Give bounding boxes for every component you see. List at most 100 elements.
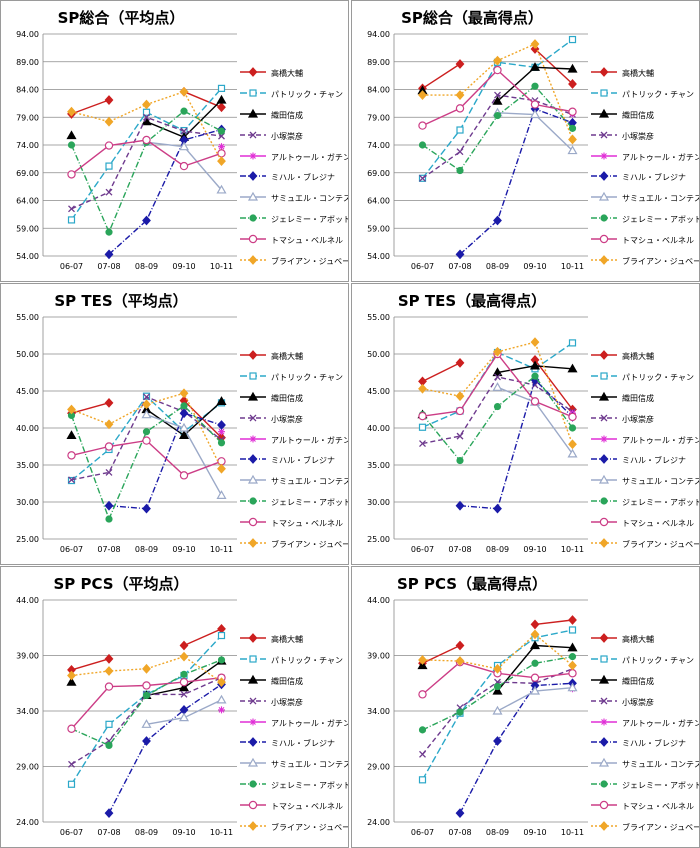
x-tick-label: 10-11 [561,828,584,837]
legend-item: 織田信成 [590,673,699,694]
series-9 [67,673,226,733]
data-point [141,409,152,419]
data-point [179,471,189,480]
legend-marker [599,821,609,831]
series-1 [418,355,577,415]
legend-marker [247,758,259,767]
legend-swatch [591,255,617,265]
legend-label: トマシュ・ベルネル [622,519,694,529]
series-10 [418,337,577,450]
legend-marker [599,538,609,548]
legend-marker [249,435,257,443]
legend-label: ミハル・ブレジナ [622,739,686,749]
data-point [493,55,502,66]
legend-swatch [591,435,617,443]
series-line [422,655,573,731]
legend: 高橋大輔パトリック・チャン織田信成小塚崇彦アルトゥール・ガチンスキーミハル・ブレ… [590,65,699,274]
legend-marker [247,674,259,684]
data-point [492,685,503,695]
data-point [568,339,577,347]
legend-label: サミュエル・コンテスティ [271,194,348,204]
legend-swatch [240,758,266,767]
legend-swatch [591,780,617,788]
series-line [183,91,222,108]
legend-item: 高橋大輔 [590,65,699,86]
series-5 [218,428,225,436]
legend-label: 織田信成 [271,110,303,120]
legend-label: 高橋大輔 [622,69,654,78]
data-point [531,659,539,667]
legend-marker [248,255,258,265]
y-tick-label: 45.00 [367,387,390,396]
series-8 [418,653,577,734]
data-point [142,503,151,514]
data-point [216,184,227,194]
x-tick-label: 07-08 [448,262,471,271]
series-9 [67,135,226,179]
legend-item: パトリック・チャン [590,369,699,390]
legend-marker [599,517,609,527]
data-point [455,391,465,402]
legend-label: ブライアン・ジュベール [622,257,699,267]
y-tick-label: 69.00 [16,169,39,178]
legend-marker [249,89,257,97]
legend-swatch [240,780,266,788]
x-tick-label: 08-09 [486,262,509,271]
data-point [530,39,540,49]
legend-item: 高橋大輔 [590,348,699,369]
legend-marker [600,697,608,705]
legend-label: パトリック・チャン [622,89,694,99]
data-point [493,682,502,691]
legend-item: トマシュ・ベルネル [239,232,348,253]
series-6 [455,104,577,260]
data-point [67,780,76,788]
y-tick-label: 69.00 [367,169,390,178]
legend-swatch [591,538,617,548]
series-2 [418,626,577,784]
data-point [217,156,226,166]
data-point [142,681,151,690]
legend-item: サミュエル・コンテスティ [239,190,348,211]
legend-item: 織田信成 [239,107,348,128]
legend-swatch [240,454,266,465]
legend-label: 小塚崇彦 [622,414,654,424]
legend-item: トマシュ・ベルネル [590,515,699,536]
x-tick-label: 09-10 [523,545,546,554]
series-6 [104,408,226,514]
legend-item: 小塚崇彦 [590,128,699,149]
data-point [179,161,189,171]
legend-label: 織田信成 [622,676,654,686]
data-point [216,396,227,405]
legend-marker [248,171,258,182]
legend-item: ブライアン・ジュベール [590,819,699,840]
legend-swatch [591,108,617,118]
series-4 [68,393,225,484]
data-point [178,141,190,151]
legend-item: ジェレミー・アボット [590,211,699,232]
series-line [534,619,573,626]
legend-item: サミュエル・コンテスティ [590,473,699,494]
legend-swatch [591,475,617,484]
data-point [180,690,188,698]
legend-swatch [591,131,617,139]
series-6 [455,678,577,819]
data-point [105,188,113,196]
legend-label: パトリック・チャン [271,655,343,665]
legend-item: ジェレミー・アボット [239,211,348,232]
y-tick-label: 35.00 [367,461,390,470]
data-point [143,393,150,401]
data-point [105,720,113,728]
legend-item: トマシュ・ベルネル [590,232,699,253]
legend-item: ミハル・ブレジナ [239,452,348,473]
legend-swatch [240,192,266,201]
data-point [66,430,77,439]
data-point [217,656,226,664]
data-point [217,677,226,688]
data-point [105,468,113,476]
legend-swatch [240,214,266,222]
legend-swatch [240,633,266,643]
legend-label: ブライアン・ジュベール [622,823,699,833]
legend-label: アルトゥール・ガチンスキー [271,718,348,728]
x-tick-label: 06-07 [411,262,434,271]
legend-marker [247,108,259,118]
